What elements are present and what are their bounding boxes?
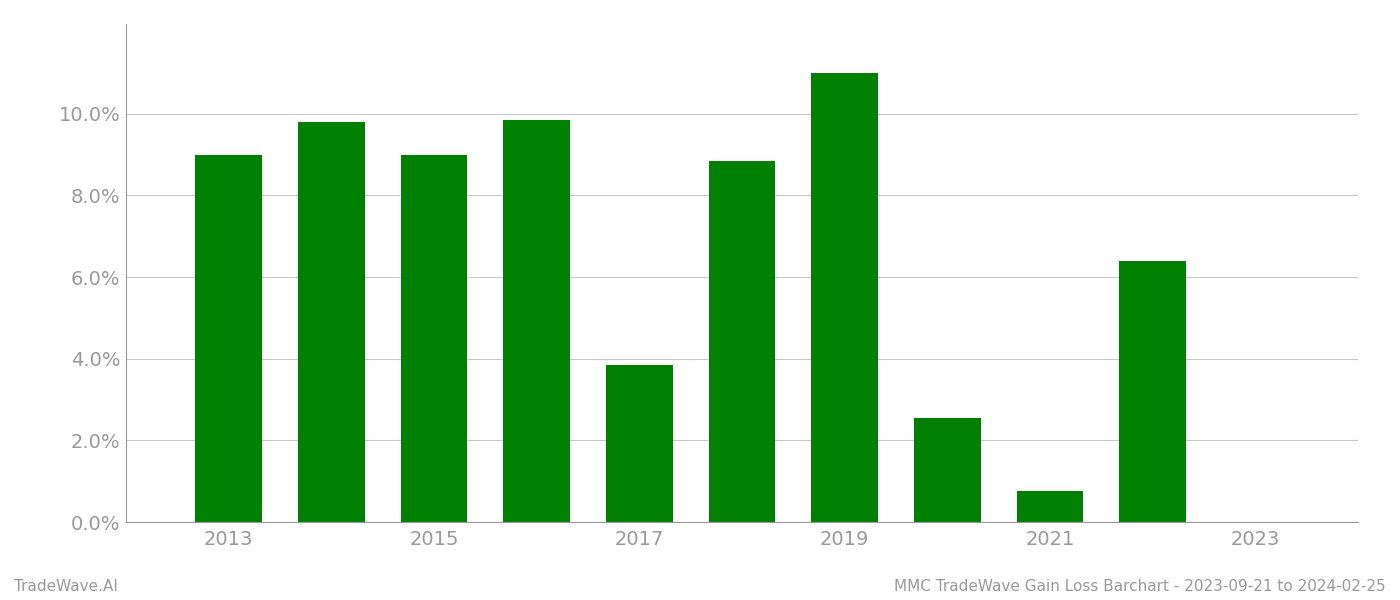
Bar [1119, 261, 1186, 522]
Bar [298, 122, 365, 522]
Bar [503, 120, 570, 522]
Bar [708, 161, 776, 522]
Bar [811, 73, 878, 522]
Text: TradeWave.AI: TradeWave.AI [14, 579, 118, 594]
Bar [400, 155, 468, 522]
Text: MMC TradeWave Gain Loss Barchart - 2023-09-21 to 2024-02-25: MMC TradeWave Gain Loss Barchart - 2023-… [895, 579, 1386, 594]
Bar [1016, 491, 1084, 522]
Bar [914, 418, 981, 522]
Bar [195, 155, 262, 522]
Bar [606, 365, 673, 522]
